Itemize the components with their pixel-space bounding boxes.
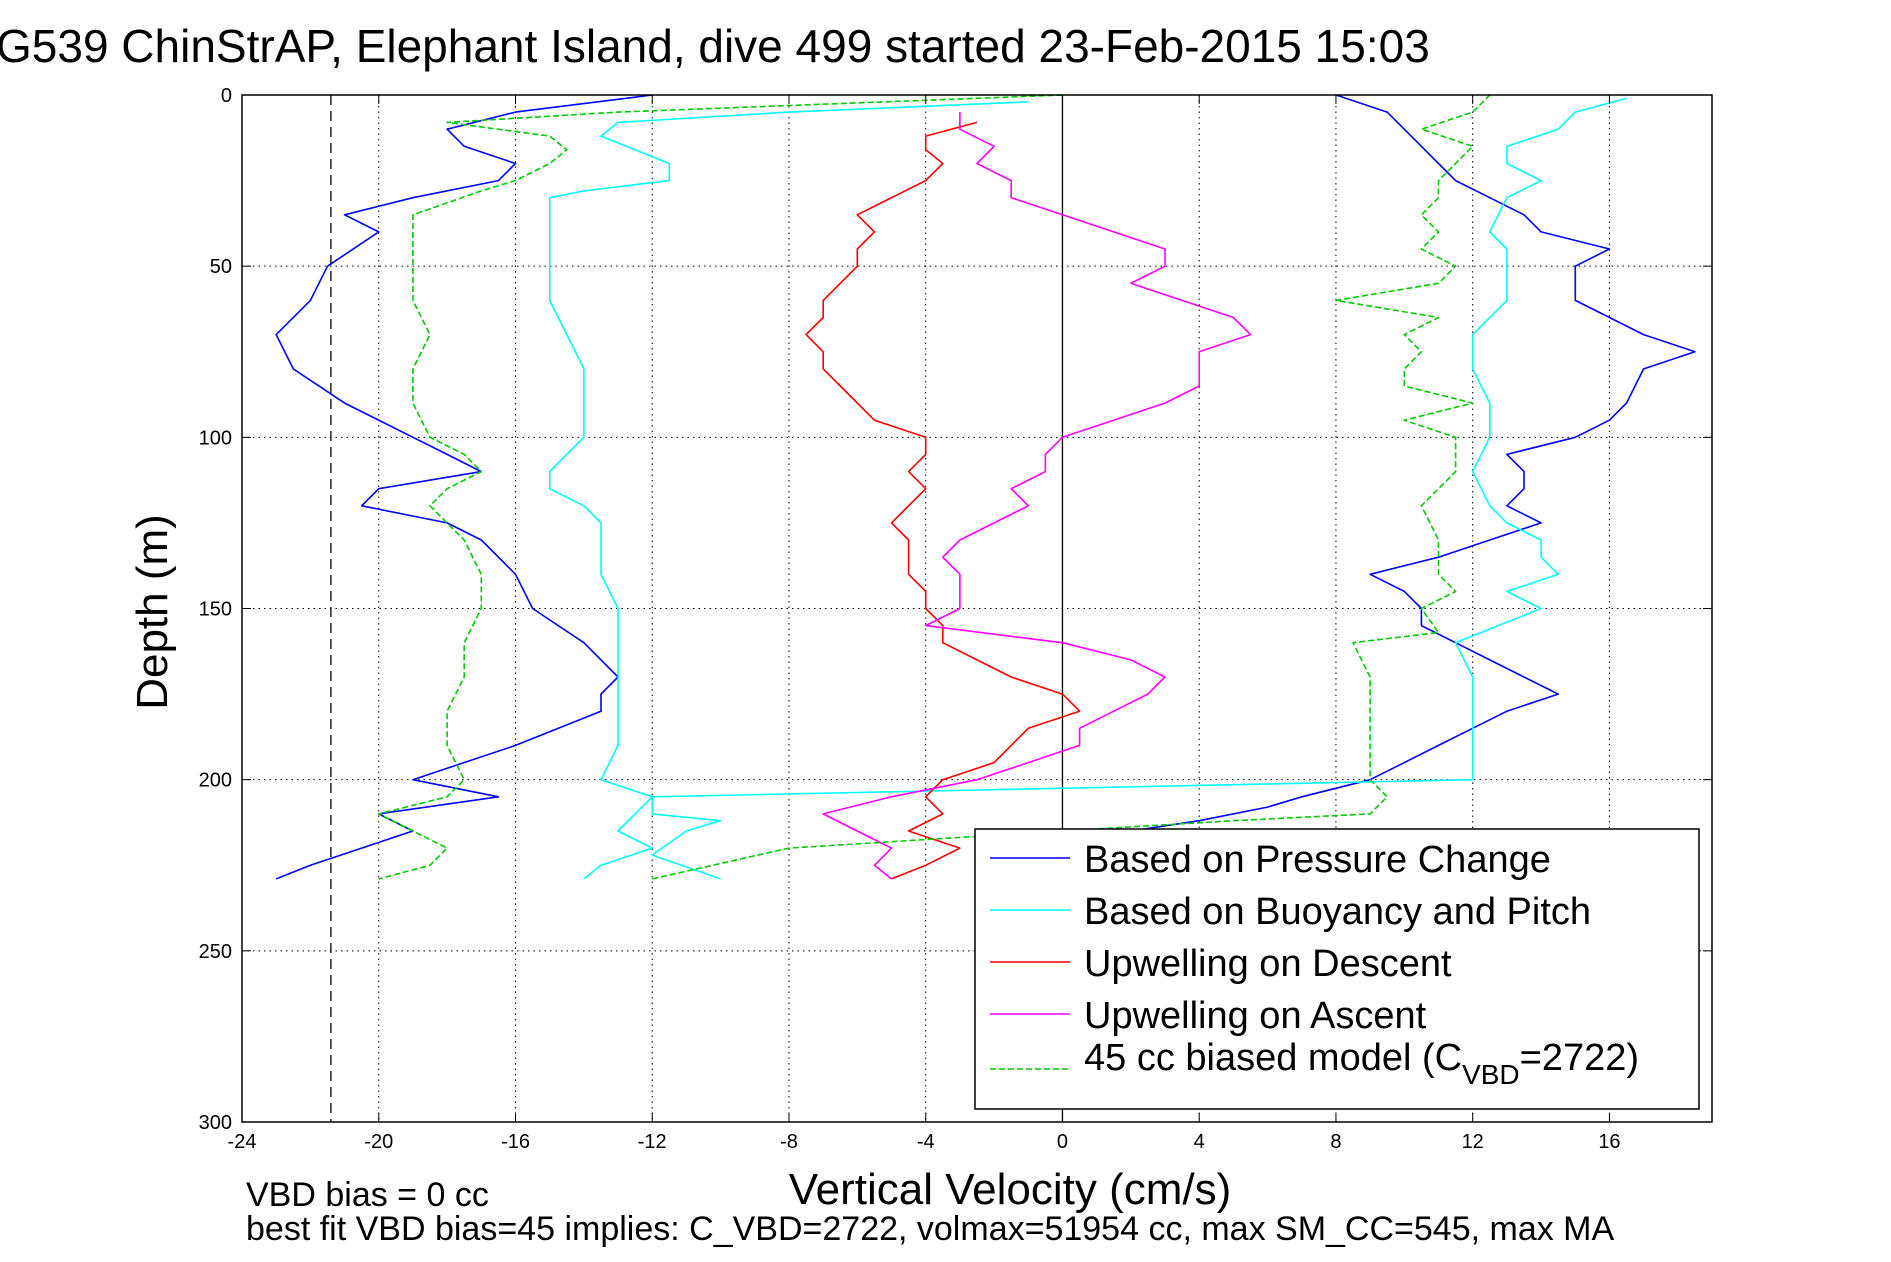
- series-line: [651, 97, 1627, 880]
- y-tick-label: 300: [199, 1112, 232, 1134]
- x-tick-label: 0: [1057, 1131, 1068, 1153]
- x-tick-label: 8: [1330, 1131, 1341, 1153]
- y-tick-label: 150: [199, 599, 232, 621]
- chart-title: G539 ChinStrAP, Elephant Island, dive 49…: [0, 20, 1430, 72]
- x-tick-label: 4: [1194, 1131, 1205, 1153]
- y-axis-label: Depth (m): [128, 514, 177, 710]
- legend-label: Upwelling on Ascent: [1084, 995, 1427, 1037]
- legend-label: Based on Pressure Change: [1084, 839, 1551, 881]
- legend-label: Upwelling on Descent: [1084, 943, 1452, 985]
- x-tick-label: -8: [780, 1131, 798, 1153]
- y-tick-label: 50: [210, 256, 232, 278]
- x-axis-label: Vertical Velocity (cm/s): [789, 1165, 1232, 1214]
- y-tick-label: 250: [199, 941, 232, 963]
- x-tick-label: -4: [917, 1131, 935, 1153]
- y-tick-label: 100: [199, 427, 232, 449]
- axis-ticks: -24 -20 -16 -12 -8 -4 0 4 8 12 16 0 50 100 150 200 250 30…: [199, 85, 1712, 1153]
- x-tick-label: -20: [364, 1131, 393, 1153]
- x-tick-label: -24: [228, 1131, 257, 1153]
- legend-box: [974, 828, 1700, 1110]
- series-line: [1062, 94, 1696, 880]
- x-tick-label: 12: [1462, 1131, 1484, 1153]
- legend: Based on Pressure Change Based on Buoyanc…: [974, 828, 1700, 1110]
- series-line: [377, 94, 1063, 880]
- grid-lines: [242, 95, 1712, 1122]
- series-layer: [275, 94, 1696, 880]
- series-line: [548, 101, 1029, 880]
- series-line: [822, 112, 1252, 880]
- series-line: [652, 94, 1491, 880]
- series-line: [275, 94, 653, 880]
- x-tick-label: -16: [501, 1131, 530, 1153]
- legend-label: Based on Buoyancy and Pitch: [1084, 891, 1591, 933]
- best-fit-note: best fit VBD bias=45 implies: C_VBD=2722…: [246, 1210, 1615, 1248]
- x-tick-label: 16: [1598, 1131, 1620, 1153]
- legend-label: 45 cc biased model (CVBD=2722): [1084, 1037, 1639, 1090]
- vbd-bias-note: VBD bias = 0 cc: [246, 1176, 489, 1214]
- series-line: [805, 121, 1081, 880]
- x-tick-label: -12: [638, 1131, 667, 1153]
- y-tick-label: 0: [221, 85, 232, 107]
- y-tick-label: 200: [199, 770, 232, 792]
